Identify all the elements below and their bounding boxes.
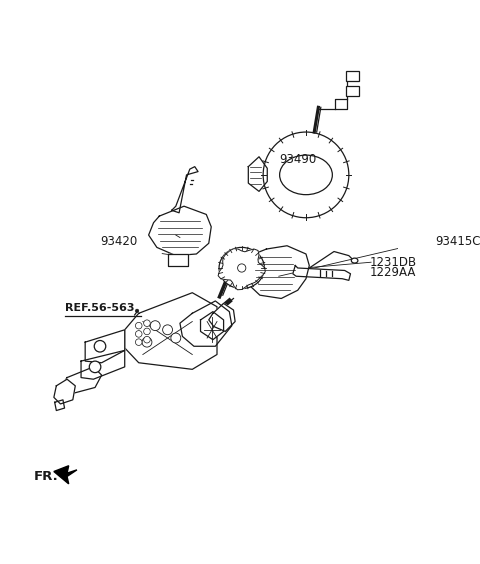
Text: 93415C: 93415C [435, 235, 480, 248]
Polygon shape [172, 166, 198, 213]
Polygon shape [180, 301, 232, 346]
Circle shape [150, 321, 160, 331]
Ellipse shape [219, 248, 264, 289]
Circle shape [94, 341, 106, 352]
Circle shape [135, 339, 142, 345]
Polygon shape [218, 249, 265, 290]
Circle shape [238, 264, 246, 272]
Circle shape [144, 328, 150, 334]
Ellipse shape [280, 155, 332, 195]
Text: 93490: 93490 [279, 153, 316, 166]
Polygon shape [81, 350, 125, 379]
Ellipse shape [351, 258, 358, 263]
Circle shape [142, 337, 152, 347]
Circle shape [135, 331, 142, 337]
Circle shape [263, 132, 349, 218]
Polygon shape [168, 254, 188, 266]
Polygon shape [293, 266, 350, 280]
Circle shape [171, 333, 181, 343]
FancyBboxPatch shape [346, 71, 359, 81]
Circle shape [89, 361, 101, 373]
Text: 1229AA: 1229AA [370, 266, 416, 279]
Polygon shape [54, 379, 75, 404]
Text: 93420: 93420 [100, 235, 137, 248]
Text: FR.: FR. [34, 470, 59, 483]
FancyBboxPatch shape [346, 86, 359, 96]
Circle shape [135, 323, 142, 329]
Circle shape [144, 320, 150, 327]
Polygon shape [54, 466, 77, 484]
Polygon shape [243, 246, 309, 298]
Circle shape [144, 336, 150, 343]
Polygon shape [201, 312, 224, 340]
Text: REF.56-563: REF.56-563 [65, 303, 134, 313]
Text: 1231DB: 1231DB [370, 255, 417, 268]
Polygon shape [60, 367, 102, 394]
Polygon shape [149, 206, 211, 255]
Polygon shape [248, 157, 267, 191]
Polygon shape [125, 293, 217, 369]
Polygon shape [55, 400, 65, 411]
Circle shape [135, 309, 139, 312]
Polygon shape [209, 303, 235, 332]
Circle shape [163, 325, 172, 334]
Polygon shape [85, 330, 125, 363]
